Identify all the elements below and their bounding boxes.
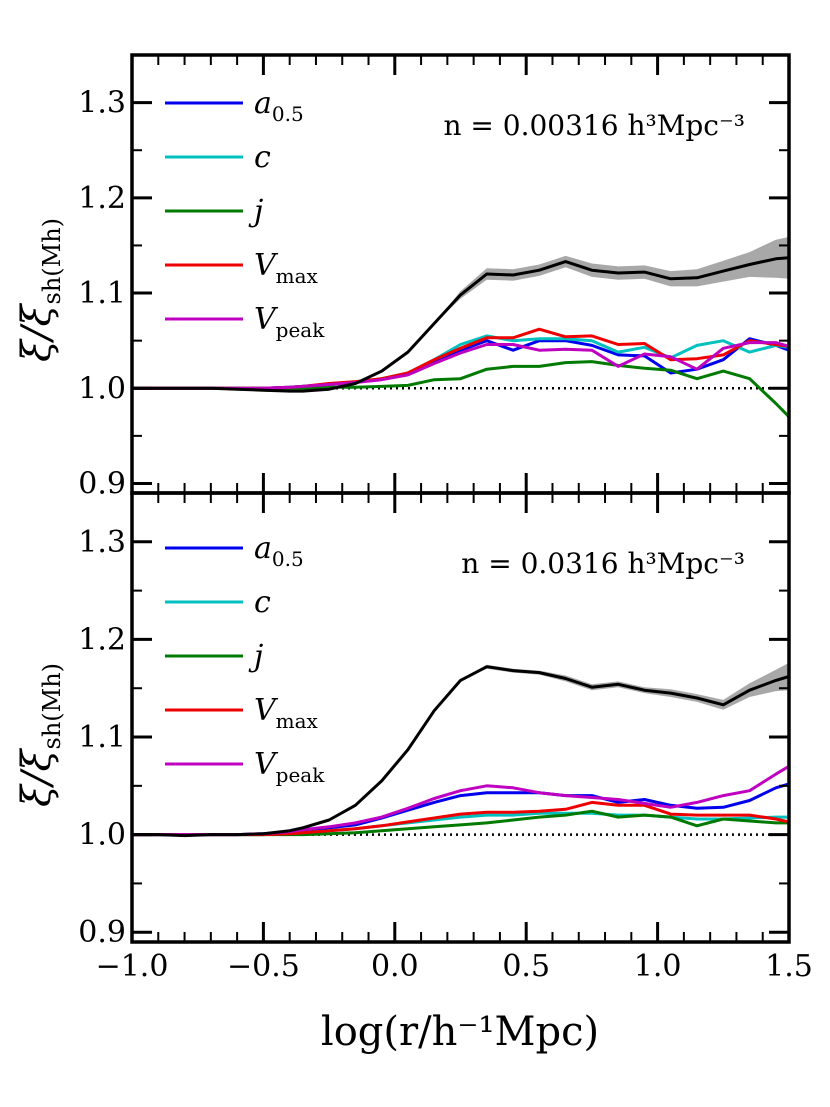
y-tick-label: 1.0 (78, 371, 126, 406)
plot-area (132, 236, 789, 418)
legend-label: j (248, 194, 263, 229)
y-tick-label: 1.2 (78, 622, 126, 657)
x-axis-label: log(r/h⁻¹Mpc) (321, 1009, 599, 1055)
legend-item: a0.5 (165, 86, 304, 126)
svg-text:ξ/ξsh(Mh): ξ/ξsh(Mh) (14, 663, 66, 807)
legend-item: Vpeak (165, 747, 325, 787)
legend-item: j (165, 639, 263, 674)
legend-label: Vpeak (254, 302, 325, 342)
plot-area (132, 662, 789, 838)
x-tick-label: 1.5 (765, 949, 813, 984)
panel-top: 0.9 1.0 1.1 1.2 1.3 n = 0.00316 h³Mpc⁻³ a0.5 cj… (78, 53, 791, 501)
density-annotation: n = 0.00316 h³Mpc⁻³ (443, 109, 745, 142)
x-tick-label: 1.0 (634, 949, 682, 984)
legend-item: Vmax (165, 248, 319, 288)
legend-item: Vpeak (165, 302, 325, 342)
legend-label: j (248, 639, 263, 674)
legend-label: a0.5 (254, 531, 304, 571)
black-series-error-band (132, 662, 789, 836)
panel-bottom: 0.9 1.0 1.1 1.2 1.3 −1.0 −0.5 0.0 0.5 1.0 1.5 n = 0… (78, 491, 813, 984)
x-tick-label: −0.5 (227, 949, 300, 984)
y-tick-label: 1.2 (78, 181, 126, 216)
x-tick-label: −1.0 (96, 949, 169, 984)
x-tick-label: 0.5 (502, 949, 550, 984)
x-tick-label: 0.0 (371, 949, 419, 984)
legend-item: j (165, 194, 263, 229)
series-line-black (132, 665, 789, 838)
legend-label: Vmax (254, 693, 319, 733)
y-tick-label: 0.9 (78, 915, 126, 950)
legend-item: a0.5 (165, 531, 304, 571)
y-tick-label: 0.9 (78, 466, 126, 501)
black-series-error-band (132, 236, 789, 392)
legend-label: c (254, 585, 271, 620)
series-line-black (132, 256, 789, 393)
legend-item: c (165, 585, 271, 620)
legend: a0.5 cj Vmax Vpeak (165, 86, 325, 342)
legend-item: c (165, 140, 271, 175)
y-axis-label-top: ξ/ξsh(Mh) (14, 218, 66, 362)
y-tick-label: 1.1 (78, 276, 126, 311)
x-ticks (130, 493, 791, 942)
y-tick-label: 1.1 (78, 720, 126, 755)
y-tick-label: 1.3 (78, 86, 126, 121)
y-ticks (132, 54, 789, 485)
density-annotation: n = 0.0316 h³Mpc⁻³ (461, 547, 745, 580)
axes-frame (130, 491, 791, 944)
series-line-c (132, 334, 789, 390)
legend: a0.5 cj Vmax Vpeak (165, 531, 325, 787)
legend-label: c (254, 140, 271, 175)
y-axis-label-bottom: ξ/ξsh(Mh) (14, 663, 66, 807)
svg-text:ξ/ξsh(Mh): ξ/ξsh(Mh) (14, 218, 66, 362)
legend-label: a0.5 (254, 86, 304, 126)
legend-label: Vpeak (254, 747, 325, 787)
y-tick-label: 1.3 (78, 525, 126, 560)
y-tick-label: 1.0 (78, 818, 126, 853)
y-ticks (132, 492, 789, 934)
legend-item: Vmax (165, 693, 319, 733)
legend-label: Vmax (254, 248, 319, 288)
